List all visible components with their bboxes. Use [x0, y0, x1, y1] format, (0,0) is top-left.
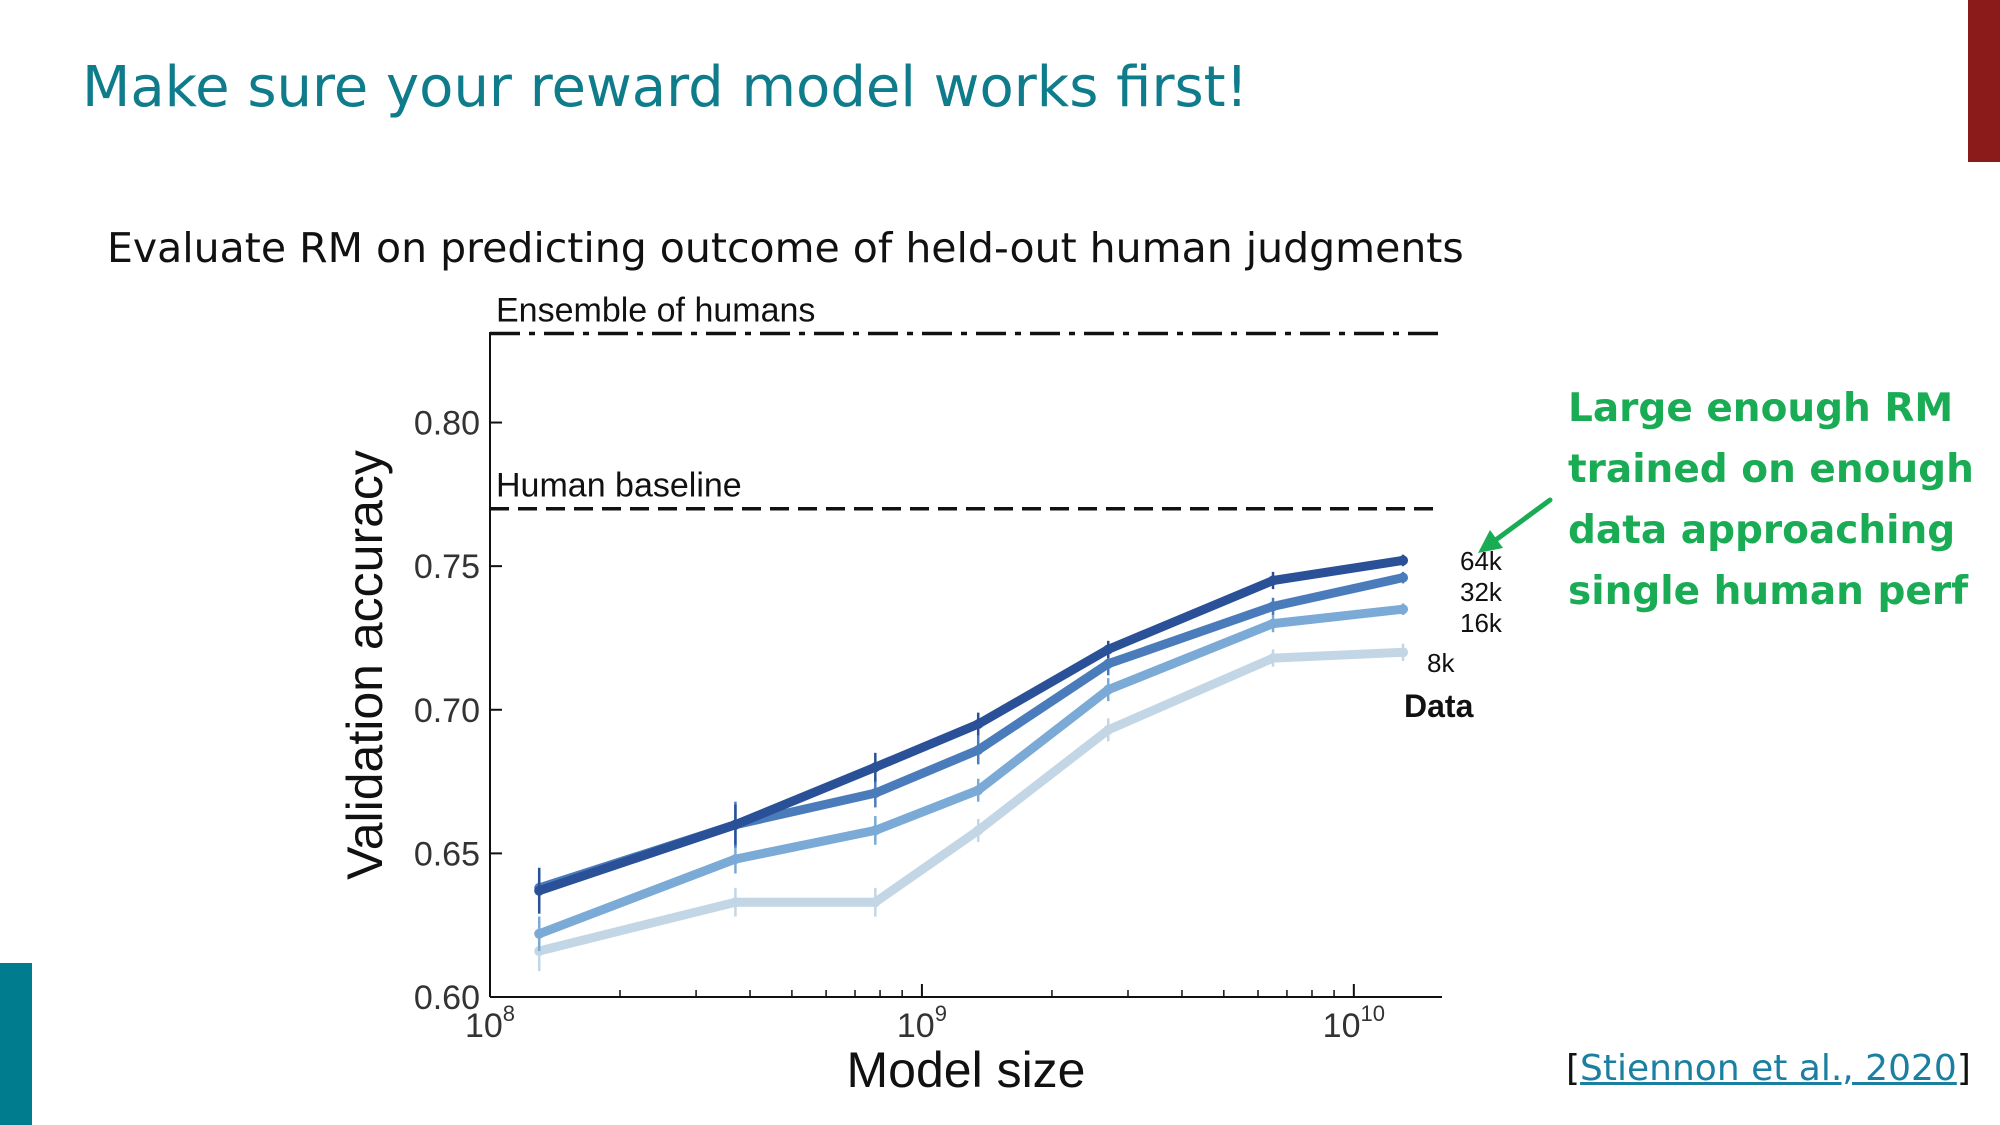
data-point [1268, 653, 1279, 664]
callout-line: data approaching [1568, 508, 1956, 553]
accent-bar-top [1968, 0, 2000, 162]
data-point [973, 825, 984, 836]
y-tick-label: 0.70 [414, 692, 480, 730]
y-axis-label: Validation accuracy [337, 450, 393, 880]
x-tick-label-base: 10 [897, 1007, 935, 1045]
data-point [1103, 658, 1114, 669]
y-tick-label: 0.60 [414, 979, 480, 1017]
data-point [1103, 644, 1114, 655]
legend-label: 16k [1460, 608, 1503, 638]
accent-bar-bottom [0, 963, 32, 1125]
citation: [Stiennon et al., 2020] [1566, 1048, 1971, 1089]
data-point [870, 825, 881, 836]
reference-line-label: Ensemble of humans [496, 291, 815, 329]
slide-subtitle: Evaluate RM on predicting outcome of hel… [107, 224, 1464, 272]
x-tick-label-exponent: 10 [1361, 1001, 1385, 1026]
citation-close-bracket: ] [1956, 1048, 1971, 1089]
legend-title: Data [1404, 688, 1474, 724]
x-tick-label: 109 [897, 1001, 947, 1045]
slide-title: Make sure your reward model works first! [82, 55, 1249, 120]
data-point [973, 744, 984, 755]
y-tick-label: 0.80 [414, 405, 480, 443]
citation-link[interactable]: Stiennon et al., 2020 [1580, 1048, 1957, 1089]
data-point [1398, 604, 1409, 615]
x-axis-label: Model size [847, 1042, 1086, 1098]
callout-line: trained on enough [1568, 447, 1974, 492]
arrow-shaft [1490, 497, 1553, 545]
x-tick-label: 108 [465, 1001, 515, 1045]
series-line [534, 647, 1408, 956]
legend-label: 8k [1427, 648, 1455, 678]
data-point [1398, 555, 1409, 566]
x-tick-label: 1010 [1323, 1001, 1385, 1045]
data-point [870, 788, 881, 799]
arrow-icon [1478, 497, 1553, 553]
data-point [730, 897, 741, 908]
series-8k [534, 643, 1409, 972]
legend-label: 32k [1460, 577, 1503, 607]
y-tick-label: 0.65 [414, 835, 480, 873]
data-point [1268, 575, 1279, 586]
data-point [730, 854, 741, 865]
callout-text: Large enough RM trained on enough data a… [1568, 378, 1988, 622]
citation-open-bracket: [ [1566, 1048, 1581, 1089]
x-tick-label-exponent: 8 [503, 1001, 515, 1026]
data-point [973, 785, 984, 796]
data-point [1103, 724, 1114, 735]
arrow-head [1478, 530, 1503, 553]
data-point [1398, 647, 1409, 658]
series-16k [534, 603, 1409, 952]
y-tick-label: 0.75 [414, 548, 480, 586]
data-point [730, 819, 741, 830]
data-point [1268, 601, 1279, 612]
x-tick-label-exponent: 9 [935, 1001, 947, 1026]
data-point [870, 762, 881, 773]
data-point [1103, 684, 1114, 695]
data-point [870, 897, 881, 908]
callout-line: Large enough RM [1568, 386, 1954, 431]
x-tick-label-base: 10 [1323, 1007, 1361, 1045]
reference-line-label: Human baseline [496, 467, 742, 505]
data-point [1268, 618, 1279, 629]
x-tick-label-base: 10 [465, 1007, 503, 1045]
data-point [534, 928, 545, 939]
callout-line: single human perf [1568, 569, 1969, 614]
data-point [1398, 572, 1409, 583]
data-point [973, 719, 984, 730]
series-64k [534, 554, 1409, 914]
data-point [534, 885, 545, 896]
